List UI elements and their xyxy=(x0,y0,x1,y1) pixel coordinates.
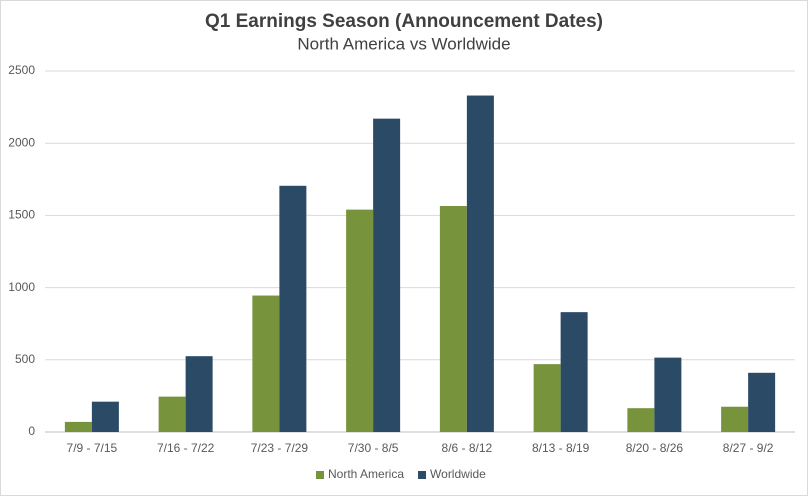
y-tick-label: 1500 xyxy=(8,208,35,222)
bar xyxy=(748,372,776,432)
x-tick-label: 8/13 - 8/19 xyxy=(532,441,590,455)
y-tick-label: 0 xyxy=(28,424,35,438)
x-tick-label: 7/16 - 7/22 xyxy=(157,441,215,455)
legend-swatch xyxy=(316,471,324,479)
legend-swatch xyxy=(418,471,427,479)
x-tick-label: 7/23 - 7/29 xyxy=(251,441,309,455)
legend-label: Worldwide xyxy=(430,467,486,481)
bar xyxy=(654,357,682,432)
legend-label: North America xyxy=(328,467,404,481)
bar xyxy=(466,95,494,432)
x-tick-label: 7/9 - 7/15 xyxy=(67,441,118,455)
chart-title: Q1 Earnings Season (Announcement Dates) xyxy=(205,11,603,32)
bar xyxy=(627,408,655,432)
y-tick-label: 2500 xyxy=(8,63,35,77)
x-tick-label: 8/20 - 8/26 xyxy=(626,441,684,455)
bar xyxy=(721,406,749,432)
y-tick-label: 2000 xyxy=(8,135,35,149)
bar xyxy=(279,185,307,432)
bar xyxy=(158,396,186,432)
bar xyxy=(91,401,119,432)
bar xyxy=(185,356,213,432)
bar xyxy=(373,118,401,432)
x-tick-label: 8/6 - 8/12 xyxy=(442,441,493,455)
chart-subtitle: North America vs Worldwide xyxy=(297,34,510,53)
bar xyxy=(64,421,92,432)
y-tick-label: 1000 xyxy=(8,280,35,294)
bar xyxy=(560,312,588,432)
x-tick-label: 8/27 - 9/2 xyxy=(723,441,774,455)
x-tick-label: 7/30 - 8/5 xyxy=(348,441,399,455)
bar xyxy=(533,364,561,432)
bar xyxy=(252,295,280,432)
y-tick-label: 500 xyxy=(15,352,35,366)
bar xyxy=(346,209,374,432)
bar xyxy=(439,206,467,432)
